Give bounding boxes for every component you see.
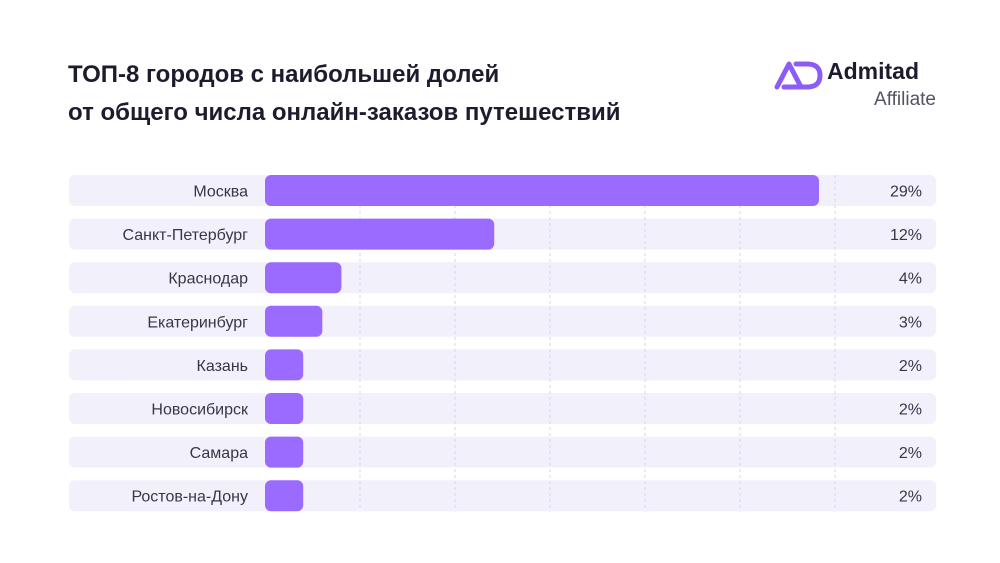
value-label: 29%	[890, 184, 922, 201]
category-label: Краснодар	[168, 271, 248, 288]
category-label: Москва	[193, 184, 248, 201]
admitad-logo-icon	[774, 61, 823, 90]
value-label: 2%	[899, 489, 922, 506]
chart-title-line-2: от общего числа онлайн-заказов путешеств…	[68, 99, 621, 126]
value-label: 2%	[899, 358, 922, 375]
logo-name: Admitad	[827, 58, 919, 84]
bar	[265, 175, 819, 206]
category-label: Самара	[190, 445, 248, 462]
bar	[265, 305, 323, 337]
bar	[265, 218, 495, 250]
category-label: Ростов-на-Дону	[131, 489, 248, 506]
value-label: 3%	[899, 314, 922, 331]
bar	[265, 480, 304, 512]
chart-title: ТОП-8 городов с наибольшей долей от обще…	[68, 56, 728, 132]
bar	[265, 262, 342, 294]
value-label: 2%	[899, 402, 922, 419]
bar	[265, 436, 304, 468]
logo-subtitle: Affiliate	[874, 89, 936, 110]
admitad-logo: Admitad Affiliate	[772, 56, 942, 116]
value-label: 2%	[899, 445, 922, 462]
category-label: Екатеринбург	[147, 314, 248, 331]
category-label: Санкт-Петербург	[123, 227, 249, 244]
value-label: 12%	[890, 227, 922, 244]
bar	[265, 393, 304, 424]
bar	[265, 349, 304, 381]
category-label: Казань	[197, 358, 248, 375]
chart-title-line-1: ТОП-8 городов с наибольшей долей	[68, 61, 500, 88]
category-label: Новосибирск	[151, 402, 249, 419]
value-label: 4%	[899, 271, 922, 288]
